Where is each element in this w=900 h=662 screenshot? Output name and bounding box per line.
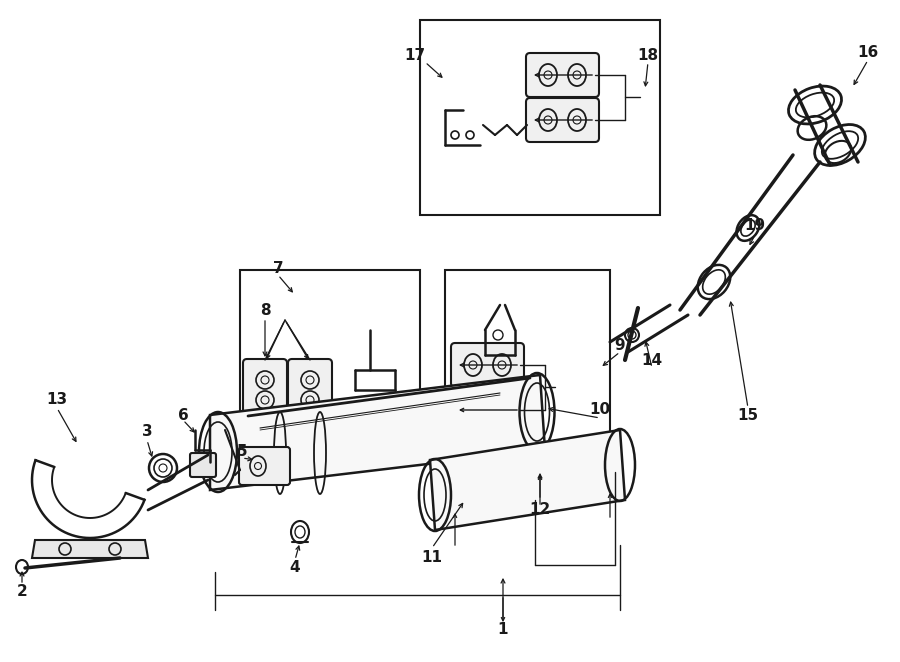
- Polygon shape: [210, 375, 545, 490]
- FancyBboxPatch shape: [239, 447, 290, 485]
- Polygon shape: [430, 430, 625, 530]
- Text: 8: 8: [260, 303, 270, 318]
- Bar: [445, 270, 610, 470]
- Text: 11: 11: [421, 551, 443, 565]
- FancyBboxPatch shape: [526, 98, 599, 142]
- Text: 18: 18: [637, 48, 659, 62]
- Text: 3: 3: [141, 424, 152, 440]
- Text: 15: 15: [737, 408, 759, 422]
- Text: 13: 13: [47, 393, 68, 408]
- Text: 10: 10: [590, 402, 610, 418]
- Text: 17: 17: [404, 48, 426, 62]
- FancyBboxPatch shape: [288, 359, 332, 421]
- Text: 19: 19: [744, 218, 766, 232]
- Polygon shape: [32, 540, 148, 558]
- Text: 1: 1: [498, 622, 508, 638]
- Text: 6: 6: [177, 408, 188, 422]
- Bar: [420, 20, 660, 215]
- Text: 12: 12: [529, 502, 551, 518]
- Text: 2: 2: [16, 585, 27, 600]
- FancyBboxPatch shape: [243, 359, 287, 421]
- FancyBboxPatch shape: [451, 388, 524, 432]
- Text: 7: 7: [273, 261, 284, 275]
- Text: 14: 14: [642, 352, 662, 367]
- Text: 16: 16: [858, 44, 878, 60]
- FancyBboxPatch shape: [190, 453, 216, 477]
- Text: 5: 5: [237, 444, 248, 459]
- Text: 4: 4: [290, 561, 301, 575]
- Text: 9: 9: [615, 338, 626, 352]
- Bar: [240, 270, 420, 465]
- FancyBboxPatch shape: [526, 53, 599, 97]
- FancyBboxPatch shape: [451, 343, 524, 387]
